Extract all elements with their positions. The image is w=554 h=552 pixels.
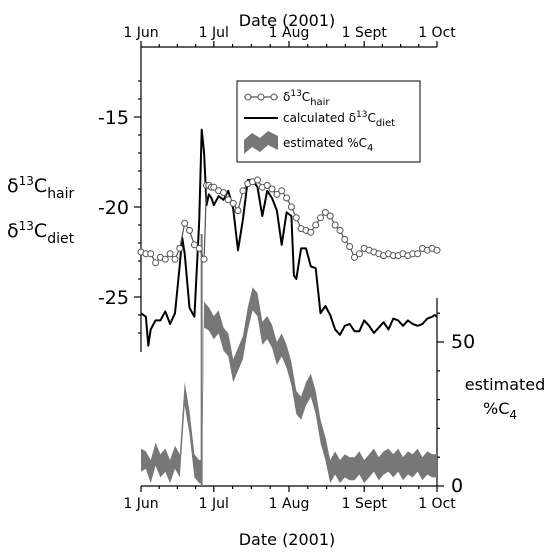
hair-point [307,228,315,236]
hair-point [312,221,320,229]
left-y-tick-label: -15 [98,107,129,129]
hair-point [181,219,189,227]
hair-point [346,243,354,251]
hair-point [161,255,169,263]
legend-hair-label: δ13Chair [283,89,330,108]
hair-point [200,255,208,263]
hair-point [263,181,271,189]
top-x-tick-label: 1 Oct [418,25,456,41]
hair-point [186,226,193,234]
legend-c4-label: estimated %C4 [283,136,373,154]
hair-point [321,208,329,216]
legend-hair-swatch-marker [244,93,252,101]
hair-point [351,253,358,261]
right-axis-label-line2: %C4 [483,399,517,422]
left-y-tick-label: -20 [98,197,129,219]
bottom-x-tick-label: 1 Oct [418,496,456,512]
top-x-tick-label: 1 Sept [342,25,388,41]
legend-hair-swatch-marker [257,93,265,101]
top-axis-title: Date (2001) [239,11,336,30]
hair-point [234,207,242,215]
hair-point [317,214,324,222]
right-axis-label-line1: estimated [465,375,546,394]
hair-point [152,259,160,267]
hair-point [254,176,261,184]
hair-point [326,212,334,220]
bottom-axis-title: Date (2001) [239,530,336,549]
hair-point [171,255,179,263]
tick-group: 1 Jun 1 Jun 1 Jul 1 Jul 1 Aug 1 Aug 1 Sept 1 Se… [98,25,475,512]
top-x-tick-label: 1 Jun [123,25,158,41]
bottom-x-tick-label: 1 Jun [123,496,158,512]
hair-points-group [137,176,441,267]
hair-point [147,250,155,258]
hair-point [229,199,237,207]
hair-point [268,185,276,193]
hair-point [190,241,198,249]
legend-diet-label: calculated δ13Cdiet [283,110,395,129]
hair-point [239,187,247,195]
top-x-tick-label: 1 Aug [269,25,310,41]
hair-point [292,214,300,222]
hair-point [283,194,291,202]
legend-hair-swatch-marker [270,93,278,101]
c4-band [141,287,437,484]
legend: δ13Chair calculated δ13Cdiet estimated %… [236,80,421,163]
right-axis-label: estimated %C4 [465,375,546,422]
bottom-x-tick-label: 1 Sept [342,496,388,512]
hair-point [414,250,422,258]
bottom-x-tick-label: 1 Jul [199,496,229,512]
left-axis-label-diet: δ13Cdiet [7,219,75,247]
right-y-tick-label: 0 [451,475,463,497]
hair-point [433,246,441,254]
diet-line [140,128,438,347]
legend-box [236,80,421,163]
hair-point [278,187,286,195]
bottom-x-tick-label: 1 Aug [269,496,310,512]
hair-point [224,196,232,204]
hair-point [331,221,339,229]
left-axis-label: δ13Chair δ13Cdiet [7,174,75,247]
c4-band-group [141,234,437,486]
hair-point [287,203,295,211]
top-x-tick-label: 1 Jul [199,25,229,41]
hair-point [273,190,281,198]
hair-point [341,235,349,243]
hair-point [176,244,184,252]
hair-point [355,250,363,258]
hair-point [166,250,174,258]
right-y-tick-label: 50 [451,331,475,353]
hair-point [195,244,203,252]
legend-c4-swatch [244,131,278,154]
left-y-tick-label: -25 [98,287,129,309]
hair-point [336,226,344,234]
left-axis-label-hair: δ13Chair [7,174,75,202]
hair-point [210,183,218,191]
hair-point [220,189,227,197]
